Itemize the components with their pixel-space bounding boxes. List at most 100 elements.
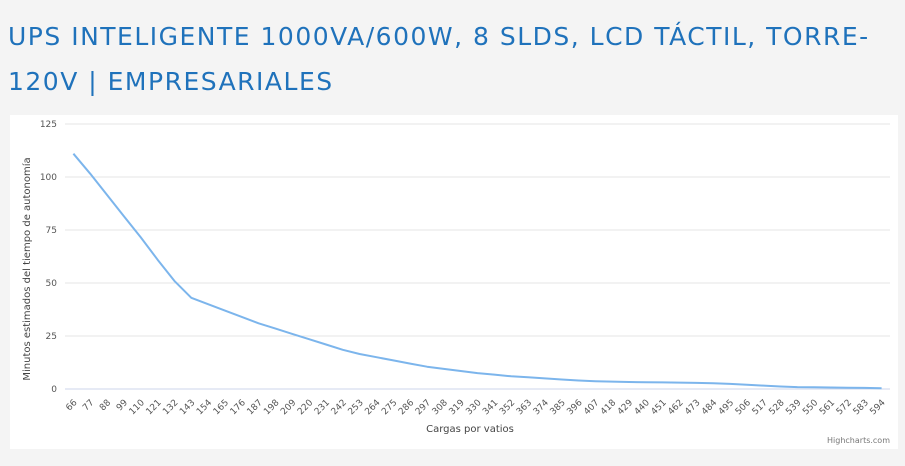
x-tick-label: 154 — [195, 398, 214, 417]
y-axis-ticks: 0 25 50 75 100 125 — [40, 120, 57, 395]
data-point[interactable] — [845, 385, 851, 391]
x-tick-label: 121 — [144, 398, 163, 417]
x-tick-label: 220 — [296, 398, 315, 417]
y-tick-label: 50 — [46, 279, 58, 289]
x-tick-label: 440 — [633, 398, 652, 417]
y-tick-label: 0 — [51, 385, 57, 395]
data-point[interactable] — [357, 351, 363, 357]
x-axis-title: Cargas por vatios — [426, 424, 514, 435]
data-point[interactable] — [525, 374, 531, 380]
x-tick-label: 418 — [599, 398, 618, 417]
data-point[interactable] — [778, 383, 784, 389]
x-tick-label: 330 — [464, 398, 483, 417]
chart-svg: 0 25 50 75 100 125 66 77 88 99110121132143154165… — [21, 120, 890, 445]
data-point[interactable] — [222, 308, 228, 314]
data-point[interactable] — [862, 385, 868, 391]
data-point[interactable] — [70, 151, 76, 157]
data-point[interactable] — [693, 380, 699, 386]
data-point[interactable] — [458, 368, 464, 374]
x-tick-label: 561 — [818, 398, 837, 417]
data-point[interactable] — [441, 366, 447, 372]
x-tick-label: 110 — [128, 398, 147, 417]
data-point[interactable] — [879, 385, 885, 391]
x-tick-label: 517 — [751, 398, 770, 417]
x-tick-label: 539 — [784, 398, 803, 417]
data-point[interactable] — [373, 354, 379, 360]
y-tick-label: 25 — [46, 332, 57, 342]
series-line[interactable] — [72, 153, 882, 390]
y-tick-label: 100 — [40, 173, 57, 183]
data-point[interactable] — [306, 336, 312, 342]
data-point[interactable] — [592, 378, 598, 384]
data-point[interactable] — [677, 380, 683, 386]
data-point[interactable] — [87, 171, 93, 177]
x-tick-label: 550 — [801, 398, 820, 417]
data-point[interactable] — [643, 379, 649, 385]
x-tick-label: 352 — [498, 398, 517, 417]
x-tick-label: 242 — [330, 398, 349, 417]
x-tick-label: 572 — [835, 398, 854, 417]
x-tick-label: 495 — [717, 398, 736, 417]
x-tick-label: 462 — [666, 398, 685, 417]
data-point[interactable] — [542, 375, 548, 381]
page-title: UPS INTELIGENTE 1000VA/600W, 8 SLDS, LCD… — [8, 22, 870, 96]
x-tick-label: 66 — [64, 398, 79, 413]
data-point[interactable] — [340, 347, 346, 353]
x-tick-label: 77 — [81, 398, 96, 413]
data-point[interactable] — [272, 326, 278, 332]
data-point[interactable] — [475, 370, 481, 376]
x-tick-label: 187 — [246, 398, 265, 417]
y-tick-label: 75 — [46, 226, 57, 236]
x-tick-label: 528 — [767, 398, 786, 417]
data-point[interactable] — [239, 314, 245, 320]
x-tick-label: 594 — [868, 398, 887, 417]
x-tick-label: 209 — [279, 398, 298, 417]
data-point[interactable] — [761, 383, 767, 389]
x-tick-label: 253 — [347, 398, 366, 417]
data-point[interactable] — [155, 257, 161, 263]
data-point[interactable] — [256, 320, 262, 326]
data-point[interactable] — [660, 379, 666, 385]
data-point[interactable] — [188, 295, 194, 301]
x-tick-label: 341 — [481, 398, 500, 417]
x-tick-label: 308 — [431, 398, 450, 417]
x-tick-label: 396 — [565, 398, 584, 417]
data-point[interactable] — [104, 192, 110, 198]
data-point[interactable] — [323, 341, 329, 347]
data-point[interactable] — [794, 384, 800, 390]
data-point[interactable] — [491, 372, 497, 378]
data-point[interactable] — [727, 381, 733, 387]
data-point[interactable] — [609, 379, 615, 385]
x-tick-label: 231 — [313, 398, 332, 417]
data-point[interactable] — [559, 376, 565, 382]
x-tick-label: 319 — [448, 398, 467, 417]
credits-link[interactable]: Highcharts.com — [827, 436, 890, 445]
data-point[interactable] — [811, 384, 817, 390]
x-tick-label: 88 — [98, 398, 113, 413]
data-point[interactable] — [744, 382, 750, 388]
data-point[interactable] — [205, 301, 211, 307]
data-point[interactable] — [508, 373, 514, 379]
x-tick-label: 484 — [700, 398, 719, 417]
data-point[interactable] — [138, 234, 144, 240]
x-tick-label: 374 — [532, 398, 551, 417]
data-point[interactable] — [710, 380, 716, 386]
data-point[interactable] — [289, 331, 295, 337]
data-point[interactable] — [390, 357, 396, 363]
data-point[interactable] — [424, 364, 430, 370]
x-tick-label: 385 — [549, 398, 568, 417]
x-tick-label: 506 — [734, 398, 753, 417]
data-point[interactable] — [171, 278, 177, 284]
data-point[interactable] — [828, 385, 834, 391]
y-tick-label: 125 — [40, 120, 57, 130]
data-point[interactable] — [407, 361, 413, 367]
y-axis-title: Minutos estimados del tiempo de autonomí… — [21, 157, 33, 380]
x-tick-label: 132 — [161, 398, 180, 417]
series-layer — [70, 151, 885, 391]
x-tick-label: 264 — [363, 398, 382, 417]
x-tick-label: 165 — [212, 398, 231, 417]
data-point[interactable] — [626, 379, 632, 385]
data-point[interactable] — [121, 213, 127, 219]
data-point[interactable] — [576, 378, 582, 384]
x-tick-label: 198 — [262, 398, 281, 417]
